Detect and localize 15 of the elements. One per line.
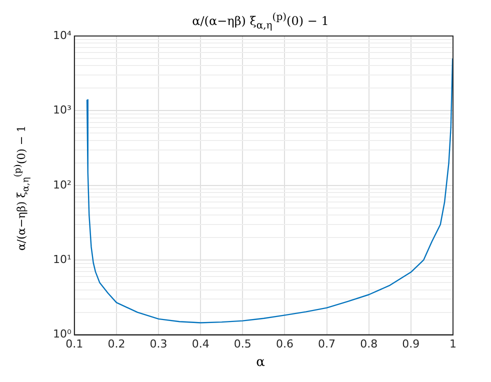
chart-title: α/(α−ηβ) ξ$_{α,η}$$^{(p)}$(0) − 1: [192, 12, 329, 32]
x-tick-label: 0.9: [402, 337, 420, 350]
y-tick-label: 10⁴: [52, 28, 72, 42]
y-tick-label: 10²: [52, 178, 72, 192]
x-tick-label: 0.8: [360, 337, 378, 350]
x-tick-label: 0.3: [150, 337, 168, 350]
x-tick-label: 0.5: [234, 337, 252, 350]
x-axis-title: α: [255, 355, 266, 370]
x-tick-label: 0.6: [276, 337, 294, 350]
x-tick-label: 0.2: [108, 337, 126, 350]
x-tick-label: 0.4: [192, 337, 210, 350]
y-tick-label: 10³: [52, 104, 72, 117]
x-tick-label: 0.7: [318, 337, 336, 350]
y-tick-label: 10¹: [52, 252, 72, 266]
x-tick-label: 1: [450, 337, 456, 350]
